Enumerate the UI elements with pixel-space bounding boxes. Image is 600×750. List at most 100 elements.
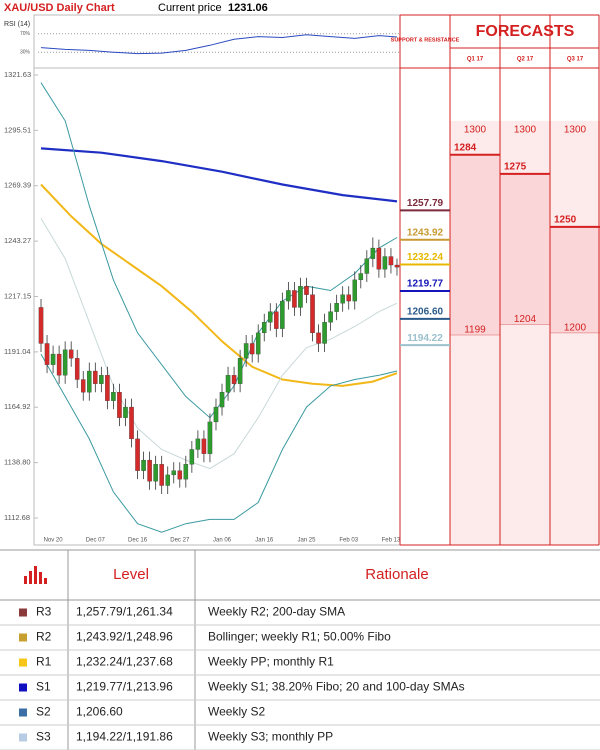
x-tick-label: Jan 06 — [213, 538, 232, 544]
candle-body — [171, 470, 177, 476]
candle-body — [243, 343, 249, 359]
candle-body — [352, 279, 358, 302]
candle-body — [364, 258, 370, 274]
support-title: SUPPORT & RESISTANCE — [391, 37, 460, 43]
forecast-core — [450, 154, 500, 335]
candle-body — [358, 273, 364, 281]
level-label: 1219.77 — [407, 279, 444, 290]
rsi-title: RSI (14) — [4, 21, 30, 28]
row-swatch — [19, 608, 27, 617]
y-tick-label: 1321.63 — [4, 70, 31, 79]
candle-body — [394, 264, 400, 268]
candle-body — [316, 332, 321, 344]
y-tick-label: 1269.39 — [4, 181, 31, 190]
table-header: Rationale — [365, 566, 428, 583]
candle-body — [388, 256, 394, 266]
y-tick-label: 1112.68 — [4, 513, 30, 522]
candle-body — [340, 294, 345, 304]
candle-body — [261, 322, 267, 334]
candle-body — [50, 353, 56, 365]
row-rationale: Weekly S2 — [208, 705, 265, 719]
candle-body — [346, 294, 351, 302]
candle-body — [304, 286, 309, 295]
level-label: 1243.92 — [407, 227, 444, 238]
row-rationale: Weekly PP; monthly R1 — [208, 655, 334, 669]
candle-body — [183, 464, 189, 480]
row-level: 1,232.24/1,237.68 — [76, 655, 173, 669]
current-price: 1231.06 — [228, 2, 268, 14]
candle-body — [249, 343, 255, 355]
rsi-tick-label: 70% — [20, 31, 31, 37]
forecast-high: 1300 — [464, 124, 487, 135]
x-tick-label: Dec 07 — [86, 538, 106, 544]
candle-body — [44, 343, 50, 365]
row-swatch — [19, 633, 27, 642]
x-tick-label: Jan 16 — [255, 538, 274, 544]
row-swatch — [19, 658, 27, 667]
y-tick-label: 1295.51 — [4, 125, 31, 134]
candle-body — [213, 406, 219, 423]
candle-body — [111, 392, 116, 401]
candle-body — [310, 294, 315, 334]
x-tick-label: Feb 03 — [339, 538, 358, 544]
candle-body — [153, 464, 158, 482]
candle-body — [268, 311, 273, 323]
candle-body — [195, 438, 201, 450]
row-name: R3 — [36, 605, 52, 619]
candle-body — [129, 406, 134, 440]
row-level: 1,243.92/1,248.96 — [76, 630, 173, 644]
candle-body — [123, 406, 128, 418]
table-icon — [24, 566, 47, 584]
candle-body — [274, 311, 279, 329]
y-tick-label: 1164.92 — [4, 402, 31, 411]
candle-body — [68, 349, 74, 359]
level-label: 1257.79 — [407, 198, 444, 209]
candle-body — [38, 307, 44, 344]
row-rationale: Weekly R2; 200-day SMA — [208, 605, 345, 619]
x-tick-label: Dec 27 — [170, 538, 190, 544]
level-label: 1194.22 — [407, 333, 443, 344]
candle-body — [219, 392, 225, 408]
y-tick-label: 1138.80 — [4, 458, 31, 467]
forecast-core — [500, 173, 550, 325]
indicator-line — [40, 147, 398, 203]
candle-body — [237, 358, 243, 384]
candle-body — [201, 438, 207, 454]
candle-body — [298, 286, 303, 308]
candle-body — [87, 370, 92, 393]
candle-body — [370, 247, 376, 259]
candle-body — [159, 464, 164, 486]
indicator-line — [40, 353, 398, 533]
row-swatch — [19, 683, 27, 692]
candle-body — [231, 375, 237, 384]
forecast-mid: 1275 — [504, 162, 527, 173]
forecast-quarter: Q1 17 — [467, 57, 484, 63]
candle-body — [62, 349, 68, 376]
row-level: 1,206.60 — [76, 705, 123, 719]
candle-body — [80, 379, 86, 393]
candle-body — [280, 300, 285, 329]
indicator-line — [40, 218, 398, 470]
row-swatch — [19, 733, 27, 742]
candle-body — [141, 459, 146, 471]
candle-body — [147, 459, 152, 482]
row-level: 1,257.79/1,261.34 — [76, 605, 173, 619]
row-name: R2 — [36, 630, 52, 644]
forecast-low: 1204 — [514, 314, 537, 325]
row-rationale: Weekly S3; monthly PP — [208, 730, 333, 744]
forecast-mid: 1284 — [454, 142, 477, 153]
candle-body — [334, 303, 339, 312]
table-header: Level — [113, 566, 149, 583]
row-name: S3 — [36, 730, 51, 744]
y-tick-label: 1191.04 — [4, 347, 31, 356]
candle-body — [93, 370, 98, 384]
forecast-high: 1300 — [514, 124, 537, 135]
y-tick-label: 1217.15 — [4, 291, 31, 300]
candle-body — [328, 311, 333, 323]
candle-body — [376, 247, 382, 270]
candle-body — [207, 421, 213, 454]
rsi-line — [40, 34, 398, 55]
level-box — [402, 277, 448, 291]
row-name: S1 — [36, 680, 51, 694]
